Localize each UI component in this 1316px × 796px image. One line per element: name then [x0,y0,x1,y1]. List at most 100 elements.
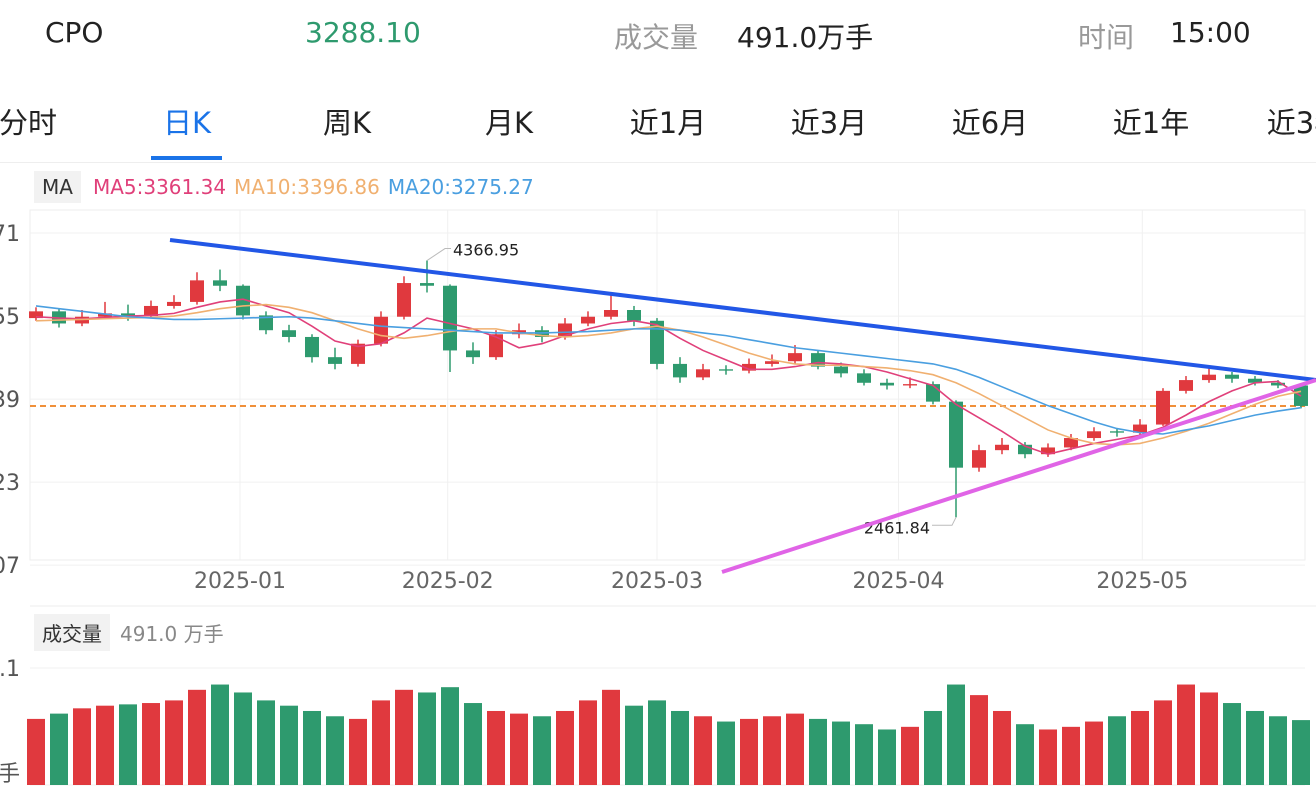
candle-body [1110,431,1124,433]
volume-bar [1085,721,1103,785]
volume-tick-label: 885.1 [0,657,20,682]
candle-body [788,353,802,362]
tab[interactable]: 分时 [0,106,58,140]
volume-bar [303,710,321,785]
volume-bar [717,721,735,785]
volume-bar [740,718,758,785]
symbol: CPO [45,16,104,49]
volume-bar [418,692,436,785]
volume-tick-label: 万手 [0,762,20,787]
candle-body [144,305,158,317]
x-tick-label: 2025-02 [402,569,494,594]
candle-body [650,320,664,364]
ma-line [35,305,1302,435]
volume-bar [1200,692,1218,785]
volume-bar [464,703,482,785]
candle-body [1202,374,1216,381]
tab[interactable]: 近3月 [790,106,868,140]
candle-body [627,310,641,321]
volume-bar [165,700,183,785]
y-tick-label: 4571 [0,222,20,247]
marks: 4366.95 2461.84 [27,241,1310,785]
candle-body [857,373,871,383]
candle-body [903,384,917,386]
x-tick-label: 2025-01 [194,569,286,594]
candle-body [1087,431,1101,439]
volume-bar [1016,724,1034,785]
volume-bar [119,704,137,785]
candle-body [351,343,365,364]
volume-bar [142,703,160,785]
volume-bar [878,729,896,785]
candle-body [420,283,434,286]
volume-bar [924,710,942,785]
time-label: 时间 [1078,21,1135,54]
candle-body [949,401,963,468]
volume-bar [993,710,1011,785]
candle-body [213,280,227,286]
y-tick-label: 3955 [0,305,20,330]
volume-legend-value: 491.0 万手 [120,622,224,646]
candle-body [1248,378,1262,383]
candle-body [98,313,112,317]
volume-bar [349,718,367,785]
volume-bar [694,716,712,785]
candle-body [305,336,319,358]
y-tick-label: 3339 [0,388,20,413]
candle-body [397,283,411,317]
tab[interactable]: 周K [322,106,372,140]
price: 3288.10 [305,16,421,49]
x-tick-label: 2025-05 [1096,569,1188,594]
volume-bar [648,700,666,785]
volume-bar [809,718,827,785]
volume-bar [1292,720,1310,785]
volume-bar [1039,729,1057,785]
volume-bar [372,700,390,785]
tab[interactable]: 日K [162,106,212,140]
y-tick-label: 2723 [0,471,20,496]
candle-body [558,323,572,337]
ma-legend-item: MA20:3275.27 [387,175,534,199]
ma-line [35,303,1302,446]
ma-line [35,298,1302,456]
volume-bar [73,708,91,785]
min-leader [932,517,957,526]
max-label: 4366.95 [453,241,519,260]
candle-body [673,363,687,378]
volume-bar [441,687,459,785]
candle-body [1225,374,1239,379]
candle-body [1018,444,1032,455]
volume-bar [27,718,45,785]
volume-bar [280,705,298,785]
volume-bar [602,689,620,785]
volume-bar [556,710,574,785]
volume-bar [579,700,597,785]
candle-body [696,369,710,378]
y-tick-label: 2107 [0,554,20,579]
tab[interactable]: 近6月 [951,106,1029,140]
candle-body [880,382,894,386]
tab[interactable]: 近3年 [1266,106,1316,140]
tab[interactable]: 近1月 [629,106,707,140]
volume-bar [970,695,988,785]
candle-body [167,301,181,306]
volume-bar [1177,684,1195,785]
volume-bar [832,721,850,785]
candle-body [995,444,1009,451]
candle-body [1133,424,1147,433]
tab[interactable]: 近1年 [1112,106,1190,140]
volume-bar [1062,726,1080,785]
volume-bar [50,713,68,785]
volume-bar [671,710,689,785]
volume-bar [510,713,528,785]
volume-bar [1223,703,1241,785]
tab[interactable]: 月K [484,106,534,140]
volume-bar [487,710,505,785]
volume-bar [96,705,114,785]
candle-body [1041,447,1055,455]
candle-body [190,280,204,302]
volume-bar [326,716,344,785]
candle-body [1156,390,1170,425]
